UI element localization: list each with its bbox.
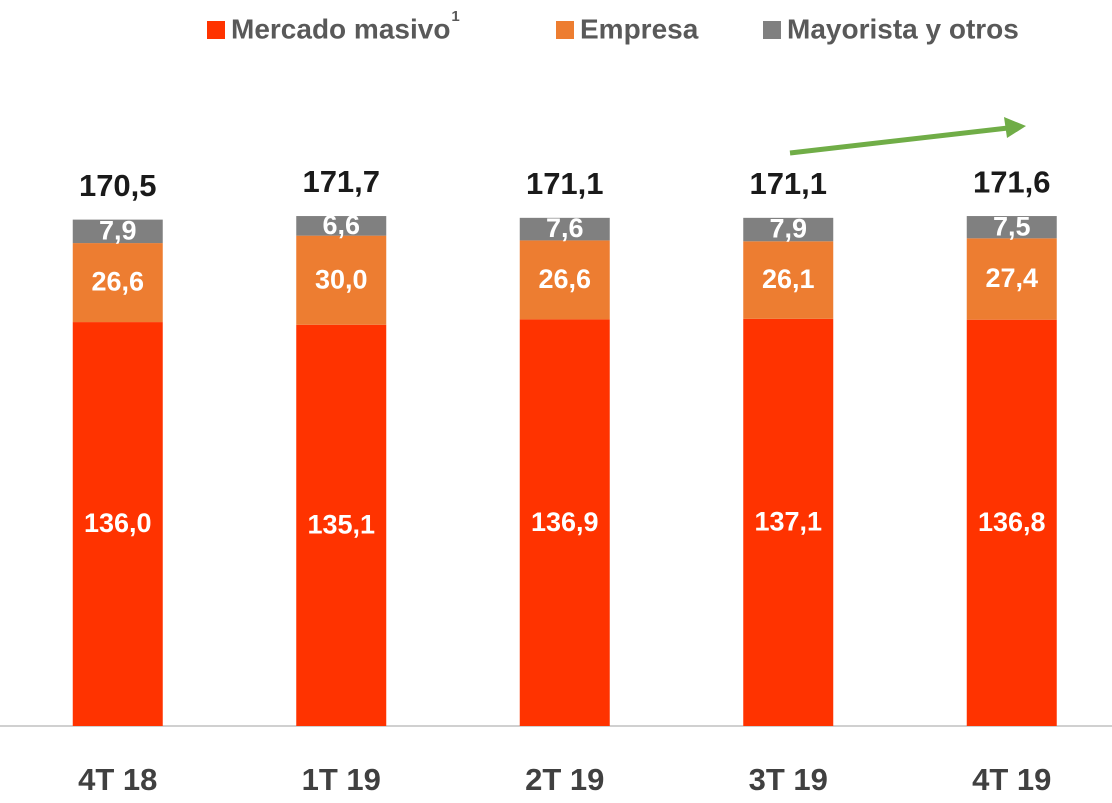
value-label: 136,8: [978, 507, 1046, 537]
value-label: 7,6: [546, 213, 584, 243]
value-label: 136,9: [531, 507, 599, 537]
value-label: 7,9: [769, 214, 807, 244]
x-tick-label: 3T 19: [749, 762, 828, 797]
bar-segment: [296, 324, 387, 726]
legend-note: 1: [451, 8, 459, 25]
total-label: 171,7: [302, 164, 380, 199]
bar-segment: [743, 217, 834, 242]
value-label: 136,0: [84, 508, 152, 538]
bar-segment: [72, 219, 163, 244]
bar-segment: [519, 319, 610, 726]
legend-label: Mayorista y otros: [787, 13, 1019, 44]
x-tick-label: 4T 19: [972, 762, 1051, 797]
total-label: 171,1: [526, 166, 604, 201]
bar-segment: [743, 318, 834, 726]
value-label: 30,0: [315, 264, 368, 294]
trend-arrow: [789, 125, 1009, 156]
value-label: 26,1: [762, 264, 815, 294]
bar-segment: [519, 217, 610, 241]
bar-segment: [296, 235, 387, 325]
value-label: 7,5: [993, 211, 1031, 241]
x-tick-label: 1T 19: [302, 762, 381, 797]
bar-segment: [72, 322, 163, 726]
bar-segment: [743, 241, 834, 319]
bar-segment: [966, 238, 1057, 320]
x-tick-label: 2T 19: [525, 762, 604, 797]
value-label: 135,1: [307, 510, 375, 540]
bar-segment: [72, 243, 163, 323]
legend-swatch: [207, 21, 225, 39]
bar-segment: [966, 319, 1057, 726]
x-tick-label: 4T 18: [78, 762, 157, 797]
value-label: 6,6: [322, 210, 360, 240]
legend-label: Empresa: [580, 13, 699, 44]
total-label: 170,5: [79, 168, 157, 203]
value-label: 7,9: [99, 215, 137, 245]
value-label: 26,6: [538, 264, 591, 294]
value-label: 137,1: [754, 507, 822, 537]
legend-swatch: [763, 21, 781, 39]
bar-segment: [519, 240, 610, 320]
value-label: 27,4: [985, 263, 1038, 293]
value-label: 26,6: [91, 267, 144, 297]
bar-segment: [296, 216, 387, 236]
legend-label: Mercado masivo: [231, 13, 450, 44]
total-label: 171,6: [973, 165, 1051, 200]
total-label: 171,1: [749, 166, 827, 201]
bar-segment: [966, 216, 1057, 239]
legend-swatch: [556, 21, 574, 39]
trend-arrow-head: [1004, 117, 1026, 138]
